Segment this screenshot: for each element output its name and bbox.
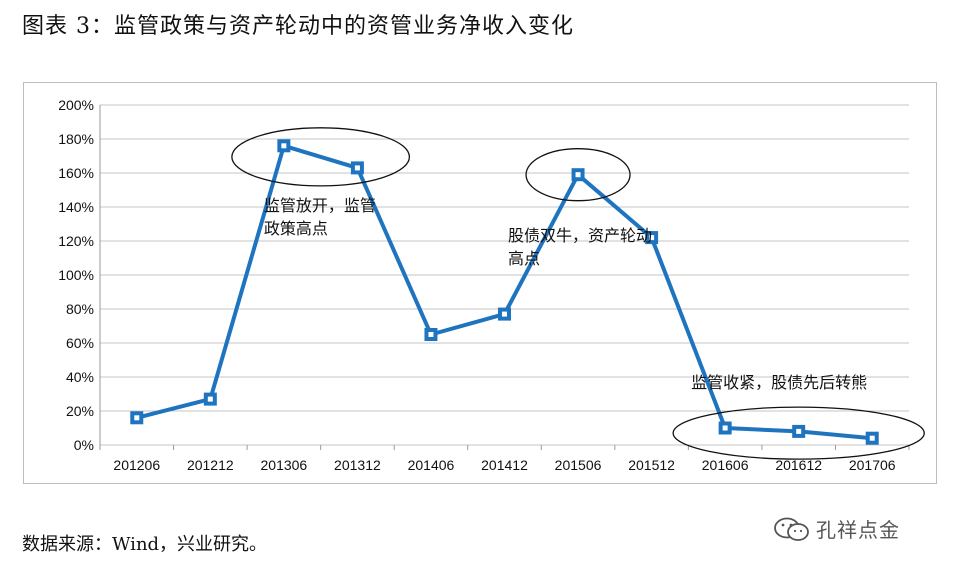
data-point-marker-center — [281, 143, 287, 149]
annotation-text: 政策高点 — [264, 219, 328, 238]
x-tick-label: 201612 — [775, 457, 822, 473]
annotation-ellipse — [672, 406, 925, 460]
annotation-ellipse — [525, 148, 631, 202]
y-tick-label: 0% — [74, 437, 94, 453]
y-tick-label: 80% — [66, 301, 94, 317]
data-point-marker-center — [502, 311, 507, 317]
x-tick-label: 201606 — [702, 457, 749, 473]
watermark: 孔祥点金 — [772, 514, 900, 543]
data-point-marker-center — [796, 428, 802, 434]
x-tick-label: 201512 — [628, 457, 675, 473]
y-tick-label: 40% — [66, 369, 94, 385]
y-tick-label: 20% — [66, 403, 94, 419]
annotation-text: 监管放开，监管 — [264, 196, 376, 215]
series-line — [136, 143, 873, 441]
chart-frame: 0% 20% 40% 60% 80% 100% 120% 140% 160% 180% 200% 20… — [23, 82, 937, 484]
page-title: 图表 3：监管政策与资产轮动中的资管业务净收入变化 — [22, 14, 574, 39]
data-point-marker-center — [354, 165, 360, 171]
y-tick-label: 100% — [58, 267, 94, 283]
annotation-text: 监管收紧，股债先后转熊 — [691, 373, 867, 392]
annotation-text: 高点 — [508, 249, 540, 268]
x-tick-label: 201506 — [555, 457, 602, 473]
x-tick-label: 201706 — [849, 457, 896, 473]
data-point-marker-center — [428, 332, 434, 337]
x-tick-label: 201206 — [113, 457, 160, 473]
wechat-icon — [774, 517, 809, 541]
line-chart: 0% 20% 40% 60% 80% 100% 120% 140% 160% 180% 200% 20… — [58, 97, 925, 473]
y-tick-label: 200% — [58, 97, 94, 113]
data-point-marker-center — [869, 435, 875, 441]
watermark-text: 孔祥点金 — [816, 518, 900, 542]
y-tick-label: 180% — [58, 131, 94, 147]
annotation-text: 股债双牛，资产轮动 — [508, 226, 652, 245]
y-tick-label: 160% — [58, 165, 94, 181]
y-tick-label: 140% — [58, 199, 94, 215]
x-tick-label: 201212 — [187, 457, 234, 473]
x-tick-label: 201406 — [408, 457, 455, 473]
source-note: 数据来源：Wind，兴业研究。 — [22, 534, 268, 555]
x-tick-label: 201312 — [334, 457, 381, 473]
data-point-marker-center — [649, 235, 655, 241]
data-point-marker-center — [722, 425, 728, 431]
y-tick-label: 60% — [66, 335, 94, 351]
x-tick-label: 201306 — [261, 457, 308, 473]
y-tick-label: 120% — [58, 233, 94, 249]
data-point-marker-center — [575, 172, 581, 178]
annotation-ellipse — [231, 127, 411, 187]
x-tick-label: 201412 — [481, 457, 528, 473]
data-point-marker-center — [207, 396, 213, 402]
data-point-marker-center — [134, 415, 140, 421]
